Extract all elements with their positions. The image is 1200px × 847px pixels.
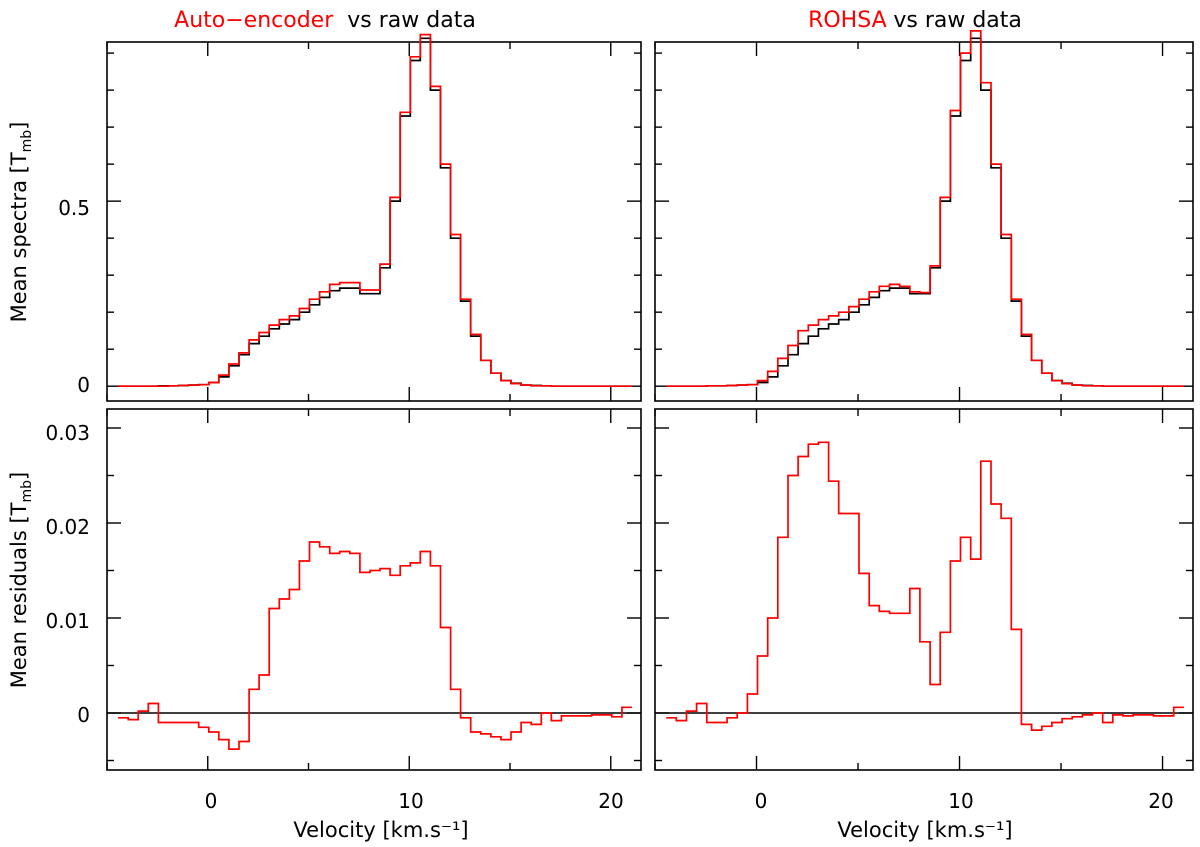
plot-frame-bottom-left xyxy=(106,408,642,771)
tick-label-x-left-10: 10 xyxy=(398,789,423,813)
panel-bottom-left xyxy=(106,408,642,771)
series-raw-line-top-right xyxy=(666,37,1184,388)
y-axis-label-top-main: Mean spectra [T xyxy=(7,152,31,322)
tick-label-y-bottom-0.03: 0.03 xyxy=(45,421,90,445)
plot-frame-top-right xyxy=(654,41,1194,402)
y-axis-label-bottom-main: Mean residuals [T xyxy=(7,502,31,688)
tick-label-x-left-0: 0 xyxy=(205,789,218,813)
series-raw-line-top-left xyxy=(118,37,632,388)
tick-label-x-right-10: 10 xyxy=(948,789,973,813)
plot-frame-bottom-right xyxy=(654,408,1194,771)
x-axis-label-left: Velocity [km.s⁻¹] xyxy=(293,818,468,842)
tick-label-x-left-20: 20 xyxy=(598,789,623,813)
series-model-line-bottom-right xyxy=(666,441,1184,731)
title-right: ROHSA vs raw data xyxy=(808,8,1022,33)
tick-label-y-bottom-0.01: 0.01 xyxy=(45,609,90,633)
tick-label-y-top-0.5: 0.5 xyxy=(58,196,90,220)
plot-frame-top-left xyxy=(106,41,642,402)
tick-label-x-right-0: 0 xyxy=(755,789,768,813)
tick-label-y-bottom-0: 0 xyxy=(77,703,90,727)
title-left-rest: vs raw data xyxy=(347,8,476,33)
x-axis-label-right: Velocity [km.s⁻¹] xyxy=(837,818,1012,842)
title-left: Auto−encoder vs raw data xyxy=(174,8,476,33)
tick-label-y-bottom-0.02: 0.02 xyxy=(45,515,90,539)
series-model-line-top-left xyxy=(118,33,632,388)
y-axis-label-top-close: ] xyxy=(7,122,31,130)
tick-label-x-right-20: 20 xyxy=(1148,789,1173,813)
title-left-model: Auto−encoder xyxy=(174,8,334,33)
series-model-line-top-right xyxy=(666,30,1184,388)
y-axis-label-top-sub: mb xyxy=(19,130,35,153)
title-right-rest: vs raw data xyxy=(893,8,1022,33)
panel-bottom-right xyxy=(654,408,1194,771)
y-axis-label-bottom-close: ] xyxy=(7,472,31,480)
y-axis-label-bottom: Mean residuals [Tmb] xyxy=(7,472,35,688)
panel-top-left xyxy=(106,33,642,402)
y-axis-label-bottom-sub: mb xyxy=(19,480,35,503)
tick-label-y-top-0: 0 xyxy=(77,373,90,397)
title-right-model: ROHSA xyxy=(808,8,887,33)
y-axis-label-top: Mean spectra [Tmb] xyxy=(7,122,35,323)
panel-top-right xyxy=(654,30,1194,402)
series-model-line-bottom-left xyxy=(118,541,632,750)
